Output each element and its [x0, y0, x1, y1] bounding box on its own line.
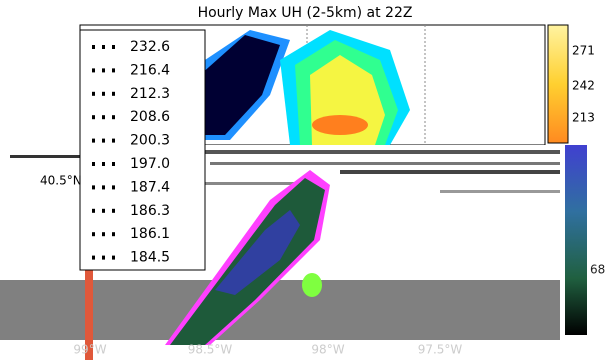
legend-marker [102, 232, 105, 237]
legend-marker [112, 232, 115, 237]
legend-box [79, 29, 206, 271]
legend-marker [112, 45, 115, 49]
legend-marker [112, 68, 115, 73]
colorbar-tick-label: 68 [590, 263, 605, 277]
legend-entry: 186.1 [130, 226, 170, 242]
legend-marker [112, 115, 115, 120]
legend-marker [102, 138, 105, 143]
legend-entry: 186.3 [130, 203, 170, 219]
colorbar-tick-label: 242 [572, 79, 595, 93]
x-axis-label: 99°W [73, 343, 106, 357]
legend-marker [102, 91, 105, 96]
legend-marker [92, 162, 95, 166]
legend-entry: 200.3 [130, 133, 170, 149]
legend-marker [92, 232, 95, 237]
legend-marker [92, 185, 95, 190]
legend-marker [92, 45, 95, 49]
uh-swaths-upper [190, 30, 410, 145]
colorbar-tick-label: 213 [572, 111, 595, 125]
legend-marker [92, 208, 95, 213]
colorbar-upper [547, 24, 587, 335]
legend-marker [112, 162, 115, 166]
x-axis-label: 98.5°W [188, 343, 233, 357]
y-axis-label: 40.5°N [40, 174, 82, 188]
legend-marker [112, 208, 115, 213]
legend-marker [92, 138, 95, 143]
x-axis-label: 98°W [311, 343, 344, 357]
legend-marker [102, 68, 105, 73]
legend-marker [102, 115, 105, 120]
map-title: Hourly Max UH (2-5km) at 22Z [198, 5, 413, 21]
legend-marker [102, 255, 105, 260]
legend-entry: 197.0 [130, 156, 170, 172]
legend-marker [112, 185, 115, 190]
uh-swaths-lower [165, 170, 330, 345]
legend-entry: 212.3 [130, 86, 170, 102]
x-axis-label: 97.5°W [418, 343, 463, 357]
legend-marker [102, 185, 105, 190]
colorbar-tick-label: 271 [572, 44, 595, 58]
legend-marker [102, 45, 105, 49]
legend-entry: 187.4 [130, 179, 170, 195]
legend-marker [102, 162, 105, 166]
legend-marker [102, 208, 105, 213]
legend-entry: 232.6 [130, 39, 170, 55]
legend-marker [92, 115, 95, 120]
legend-marker [112, 138, 115, 143]
legend-marker [92, 255, 95, 260]
legend-marker [112, 255, 115, 260]
legend-entry: 208.6 [130, 109, 170, 125]
legend-marker [112, 91, 115, 96]
legend-entry: 216.4 [130, 62, 170, 78]
legend-marker [92, 91, 95, 96]
legend-marker [92, 68, 95, 73]
legend-entry: 184.5 [130, 250, 170, 266]
